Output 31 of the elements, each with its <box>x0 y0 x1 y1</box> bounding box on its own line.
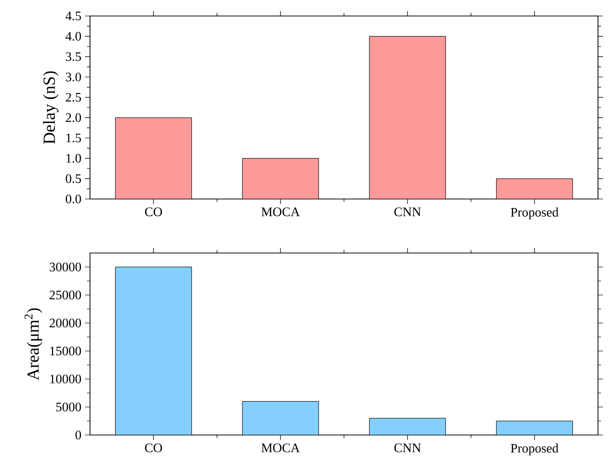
bar <box>115 266 192 435</box>
y-tick-label: 2.5 <box>66 92 81 102</box>
y-tick-label: 10000 <box>50 374 81 384</box>
y-tick-label: 15000 <box>50 346 81 356</box>
y-tick-label: 5000 <box>56 402 81 412</box>
y-tick-label: 30000 <box>50 262 81 272</box>
y-tick-label: 2.0 <box>66 113 81 122</box>
y-tick-label: 3.5 <box>66 52 81 62</box>
x-tick-label: CNN <box>394 444 421 452</box>
y-tick-label: 0 <box>76 430 81 440</box>
y-tick-label: 3.0 <box>66 72 81 82</box>
bar <box>369 418 446 435</box>
y-tick-label: 4.0 <box>66 32 81 41</box>
y-tick-label: 4.5 <box>66 12 81 20</box>
bar <box>496 420 573 435</box>
x-tick-label: Proposed <box>510 444 558 456</box>
x-tick-label: CNN <box>394 208 421 216</box>
y-tick-label: 20000 <box>50 318 81 328</box>
y-tick-label: 0.5 <box>66 174 81 184</box>
y-tick-label: 0.0 <box>66 194 81 204</box>
x-tick-label: Proposed <box>510 208 558 220</box>
y-tick-label: 1.5 <box>66 134 81 142</box>
x-tick-label: CO <box>145 208 162 216</box>
y-axis-title: Delay (nS) <box>43 71 58 144</box>
bar <box>242 401 319 435</box>
x-tick-label: MOCA <box>261 208 300 216</box>
x-tick-label: MOCA <box>261 444 300 452</box>
y-tick-label: 25000 <box>50 290 81 300</box>
y-tick-label: 1.0 <box>66 154 81 163</box>
x-tick-label: CO <box>145 444 162 452</box>
y-axis-title: Area(μm$^{2}$) <box>24 308 42 380</box>
